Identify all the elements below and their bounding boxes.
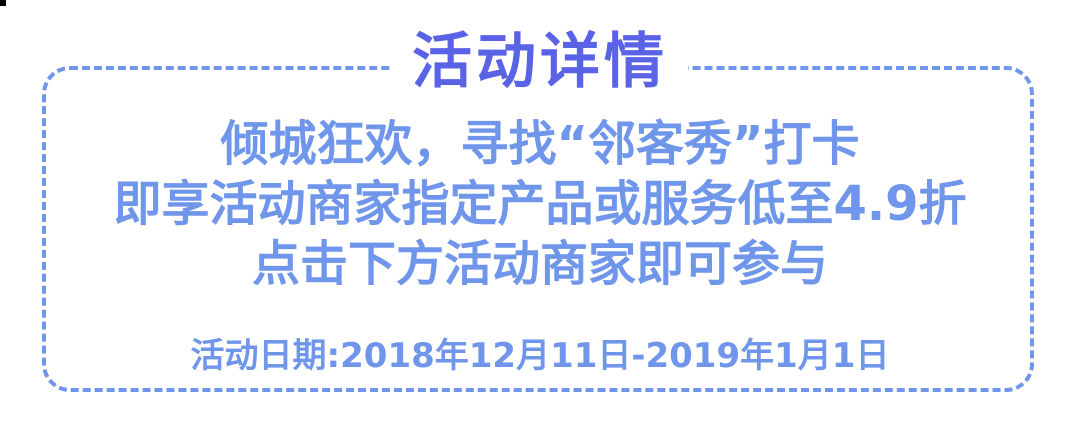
description-line-1: 倾城狂欢，寻找“邻客秀”打卡 [220, 116, 860, 172]
corner-mark [0, 0, 6, 6]
activity-description: 倾城狂欢，寻找“邻客秀”打卡 即享活动商家指定产品或服务低至4.9折 点击下方活… [60, 114, 1020, 294]
title-plate: 活动详情 [392, 18, 688, 106]
activity-date: 活动日期:2018年12月11日-2019年1月1日 [190, 336, 890, 376]
activity-details-title: 活动详情 [412, 27, 668, 97]
description-line-2: 即享活动商家指定产品或服务低至4.9折 [113, 176, 967, 232]
description-line-3: 点击下方活动商家即可参与 [251, 236, 828, 292]
